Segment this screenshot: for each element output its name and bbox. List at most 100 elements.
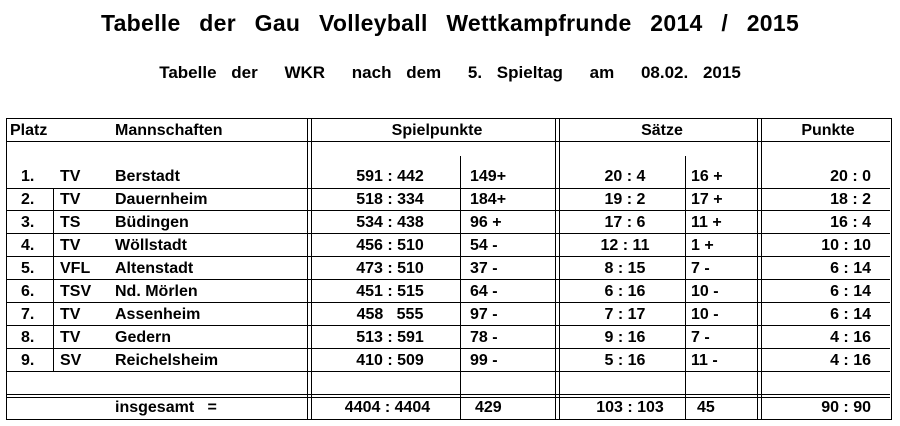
header-platz: Platz [10,122,48,139]
row-spielpunkte: 513 : 591 [356,329,424,346]
row-divider [7,279,890,280]
row-platz: 4. [21,237,35,254]
total-saetze-diff: 45 [697,399,715,416]
row-name: Gedern [115,329,172,346]
row-name: Reichelsheim [115,352,219,369]
row-saetze-diff: 16 + [691,168,723,185]
row-divider [7,302,890,303]
row-spielpunkte: 410 : 509 [356,352,424,369]
subtitle-part-4: 5. Spieltag [467,63,563,82]
row-saetze: 5 : 16 [604,352,646,369]
row-verein: TS [60,214,81,231]
total-spielpunkte-diff: 429 [475,399,502,416]
row-platz: 8. [21,329,35,346]
row-punkte: 16 : 4 [830,214,871,231]
row-name: Altenstadt [115,260,194,277]
row-verein: VFL [60,260,91,277]
row-verein: TSV [60,283,92,300]
row-name: Wöllstadt [115,237,187,254]
column-divider [555,119,556,419]
row-spielpunkte-diff: 64 - [470,283,498,300]
row-saetze: 8 : 15 [604,260,646,277]
row-spielpunkte-diff: 54 - [470,237,498,254]
header-mannschaften: Mannschaften [115,122,223,139]
row-saetze-diff: 11 + [691,214,722,231]
row-saetze-diff: 11 - [691,352,718,369]
row-saetze-diff: 17 + [691,191,723,208]
row-saetze: 19 : 2 [604,191,646,208]
row-name: Dauernheim [115,191,208,208]
row-divider [7,325,890,326]
header-punkte: Punkte [801,122,855,139]
table-row: 6. TSV Nd. Mörlen 451 : 515 64 - 6 : 16 … [7,282,890,304]
row-spielpunkte-diff: 37 - [470,260,498,277]
row-punkte: 6 : 14 [830,306,871,323]
subtitle: Tabelle der WKR nach dem 5. Spieltag am … [0,63,900,83]
row-platz: 5. [21,260,35,277]
row-verein: TV [60,329,81,346]
row-spielpunkte: 456 : 510 [356,237,424,254]
row-punkte: 4 : 16 [830,329,871,346]
row-punkte: 10 : 10 [821,237,871,254]
row-saetze: 9 : 16 [604,329,646,346]
row-name: Büdingen [115,214,189,231]
column-divider [307,119,308,419]
row-punkte: 4 : 16 [830,352,871,369]
row-saetze-diff: 1 + [691,237,714,254]
row-name: Assenheim [115,306,201,323]
row-saetze: 17 : 6 [604,214,646,231]
row-name: Berstadt [115,168,180,185]
total-saetze: 103 : 103 [596,399,664,416]
row-saetze-diff: 10 - [691,283,719,300]
table-row: 8. TV Gedern 513 : 591 78 - 9 : 16 7 - 4… [7,328,890,350]
total-row: insgesamt = 4404 : 4404 429 103 : 103 45… [7,398,890,420]
standings-table: Platz Mannschaften Spielpunkte Sätze Pun… [6,118,892,420]
table-row: 3. TS Büdingen 534 : 438 96 + 17 : 6 11 … [7,213,890,235]
row-punkte: 6 : 14 [830,260,871,277]
row-name: Nd. Mörlen [115,283,198,300]
total-punkte: 90 : 90 [821,399,871,416]
row-spielpunkte: 518 : 334 [356,191,424,208]
subtitle-part-1: Tabelle der [159,63,258,82]
column-divider [559,119,560,419]
column-divider [685,156,686,419]
row-spielpunkte: 473 : 510 [356,260,424,277]
table-row: 2. TV Dauernheim 518 : 334 184+ 19 : 2 1… [7,190,890,212]
subtitle-part-5: am [589,63,615,82]
row-platz: 7. [21,306,35,323]
row-platz: 9. [21,352,35,369]
column-divider [460,156,461,419]
row-punkte: 18 : 2 [830,191,871,208]
row-divider [7,210,890,211]
row-spielpunkte: 534 : 438 [356,214,424,231]
row-platz: 1. [21,168,35,185]
total-label: insgesamt = [115,399,217,416]
row-verein: TV [60,168,81,185]
table-row: 5. VFL Altenstadt 473 : 510 37 - 8 : 15 … [7,259,890,281]
row-spielpunkte-diff: 184+ [470,191,507,208]
row-verein: TV [60,306,81,323]
row-punkte: 20 : 0 [830,168,871,185]
subtitle-part-6: 08.02. 2015 [640,63,741,82]
subtitle-part-2: WKR [284,63,326,82]
table-row: 7. TV Assenheim 458 555 97 - 7 : 17 10 -… [7,305,890,327]
row-divider [7,188,890,189]
row-spielpunkte-diff: 97 - [470,306,498,323]
row-verein: TV [60,237,81,254]
row-verein: TV [60,191,81,208]
row-platz: 6. [21,283,35,300]
subtitle-part-3: nach dem [351,63,442,82]
header-saetze: Sätze [641,122,683,139]
row-saetze-diff: 10 - [691,306,719,323]
row-saetze: 7 : 17 [604,306,646,323]
row-divider [7,256,890,257]
row-spielpunkte-diff: 149+ [470,168,507,185]
page-title: Tabelle der Gau Volleyball Wettkampfrund… [100,10,800,36]
header-divider [7,141,890,142]
row-verein: SV [60,352,82,369]
table-row: 4. TV Wöllstadt 456 : 510 54 - 12 : 11 1… [7,236,890,258]
column-divider [53,188,54,371]
table-row: 9. SV Reichelsheim 410 : 509 99 - 5 : 16… [7,351,890,373]
column-divider [311,119,312,419]
row-punkte: 6 : 14 [830,283,871,300]
